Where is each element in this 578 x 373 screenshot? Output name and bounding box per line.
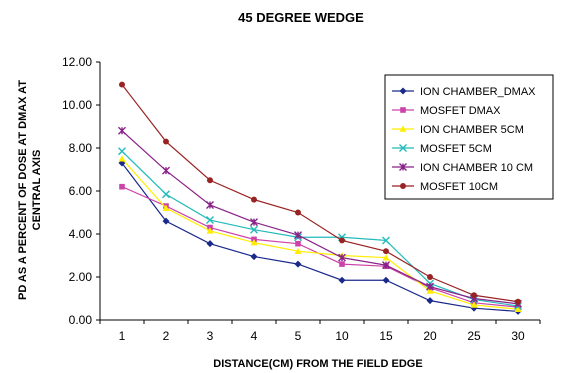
legend-label: ION CHAMBER_DMAX xyxy=(420,86,536,98)
data-point xyxy=(162,204,170,211)
data-point xyxy=(339,261,345,267)
data-point xyxy=(295,209,301,216)
series-line xyxy=(121,84,519,303)
data-point xyxy=(382,254,390,261)
data-point xyxy=(206,200,214,209)
x-tick-label: 1 xyxy=(119,329,126,343)
x-tick-label: 3 xyxy=(207,329,214,343)
legend-entry: MOSFET 5CM xyxy=(392,143,492,155)
chart-title: 45 DEGREE WEDGE xyxy=(238,10,364,25)
data-point xyxy=(426,287,434,294)
data-point xyxy=(338,276,346,284)
data-point xyxy=(294,260,302,268)
data-point xyxy=(162,190,170,199)
legend-label: MOSFET 5CM xyxy=(420,143,492,155)
x-tick-label: 30 xyxy=(511,329,525,343)
y-axis-title-line-2: CENTRAL AXIS xyxy=(31,150,43,231)
data-point xyxy=(426,297,434,305)
x-tick-label: 10 xyxy=(335,329,349,343)
x-axis-title: DISTANCE(CM) FROM THE FIELD EDGE xyxy=(213,358,422,370)
data-point xyxy=(383,248,389,255)
data-point xyxy=(251,196,257,203)
data-point xyxy=(382,276,390,284)
legend-label: ION CHAMBER 10 CM xyxy=(420,162,533,174)
data-point xyxy=(162,166,170,175)
data-point xyxy=(399,125,407,132)
y-tick-label: 8.00 xyxy=(69,141,93,155)
axes: 0.00 2.00 4.00 6.00 8.00 10.00 12.00 1 2 3 4 5 10 15 2… xyxy=(62,55,541,343)
data-point xyxy=(250,218,258,227)
y-tick-label: 0.00 xyxy=(69,313,93,327)
data-point xyxy=(119,81,125,88)
data-point xyxy=(339,237,345,244)
x-tick-label: 25 xyxy=(467,329,481,343)
data-point xyxy=(514,305,522,313)
data-point xyxy=(162,217,170,225)
legend-label: MOSFET DMAX xyxy=(420,105,501,117)
data-point xyxy=(470,301,478,308)
data-point xyxy=(250,253,258,261)
data-point xyxy=(427,274,433,280)
y-tick-label: 6.00 xyxy=(69,184,93,198)
legend-entry: ION CHAMBER 10 CM xyxy=(392,162,533,174)
data-point xyxy=(338,253,346,262)
x-tick-label: 20 xyxy=(423,329,437,343)
data-point xyxy=(382,236,390,245)
data-point xyxy=(471,292,477,299)
legend-entry: MOSFET 10CM xyxy=(392,181,498,193)
data-point xyxy=(399,163,407,171)
data-point xyxy=(118,147,126,156)
legend: ION CHAMBER_DMAX MOSFET DMAX ION CHAMBER 5… xyxy=(384,74,554,200)
y-tick-label: 2.00 xyxy=(69,270,93,284)
x-tick-label: 5 xyxy=(295,329,302,343)
data-point xyxy=(400,183,406,189)
series-6 xyxy=(119,81,521,305)
data-point xyxy=(250,225,258,234)
y-tick-label: 12.00 xyxy=(62,55,92,69)
data-point xyxy=(295,240,301,247)
x-tick-label: 15 xyxy=(379,329,393,343)
legend-entry: MOSFET DMAX xyxy=(392,105,501,117)
data-point xyxy=(400,107,406,113)
data-point xyxy=(118,155,126,162)
y-tick-label: 4.00 xyxy=(69,227,93,241)
data-point xyxy=(118,126,126,135)
data-point xyxy=(163,138,169,145)
data-point xyxy=(399,144,407,152)
legend-entry: ION CHAMBER_DMAX xyxy=(392,86,536,98)
data-point xyxy=(294,231,302,240)
data-point xyxy=(426,282,434,291)
series-line xyxy=(121,130,519,305)
x-tick-label: 4 xyxy=(251,329,258,343)
legend-box xyxy=(384,74,554,200)
series-line xyxy=(121,162,519,312)
data-point xyxy=(515,298,521,305)
x-tick-label: 2 xyxy=(163,329,170,343)
legend-label: ION CHAMBER 5CM xyxy=(420,124,524,136)
y-axis-title-line-1: PD AS A PERCENT OF DOSE AT DMAX AT xyxy=(17,80,29,300)
data-point xyxy=(207,177,213,184)
data-point xyxy=(119,183,125,190)
data-point xyxy=(382,261,390,270)
data-point xyxy=(206,216,214,225)
data-point xyxy=(206,240,214,248)
series-line xyxy=(121,158,519,310)
series-layer xyxy=(118,81,522,315)
data-point xyxy=(206,227,214,234)
y-axis-title: PD AS A PERCENT OF DOSE AT DMAX AT CENTR… xyxy=(17,80,43,300)
series-3 xyxy=(118,155,522,313)
data-point xyxy=(399,87,407,95)
legend-label: MOSFET 10CM xyxy=(420,181,498,193)
y-tick-label: 10.00 xyxy=(62,98,92,112)
data-point xyxy=(294,247,302,254)
data-point xyxy=(250,239,258,246)
series-line xyxy=(121,150,519,307)
legend-entry: ION CHAMBER 5CM xyxy=(392,124,524,136)
